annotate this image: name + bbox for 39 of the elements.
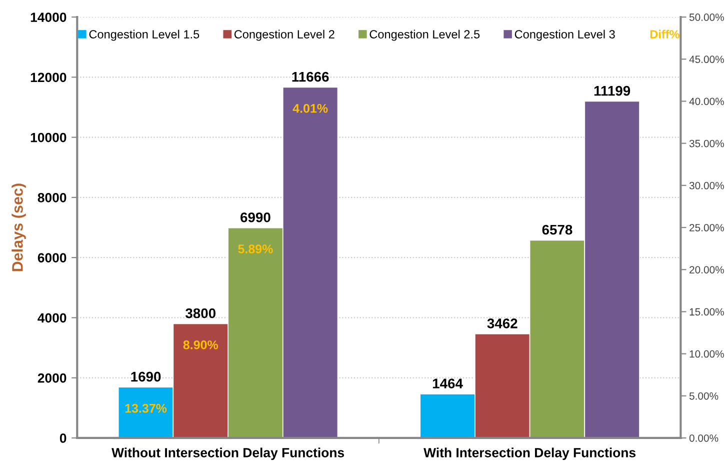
- legend-label: Congestion Level 2: [234, 30, 334, 41]
- annotation: 8.90%: [183, 340, 218, 350]
- data-label: 6990: [240, 212, 270, 222]
- data-label: 3800: [185, 308, 216, 318]
- y2-tick-label: 15.00%: [690, 308, 724, 316]
- legend-label: Congestion Level 1.5: [89, 30, 200, 41]
- y-tick-label: 4000: [38, 313, 66, 323]
- annotation: 4.01%: [292, 104, 328, 113]
- x-tick-label: Without Intersection Delay Functions: [112, 448, 344, 460]
- y2-tick-label: 5.00%: [689, 392, 718, 400]
- y2-tick-label: 25.00%: [690, 224, 724, 232]
- y2-tick-label: 30.00%: [689, 182, 724, 190]
- data-label: 11666: [292, 72, 329, 82]
- y2-tick-label: 50.00%: [689, 14, 724, 21]
- y-tick-label: 12000: [30, 72, 66, 82]
- y2-tick-label: 45.00%: [689, 56, 724, 64]
- legend-label: Diff%: [650, 30, 680, 38]
- legend-label: Congestion Level 3: [514, 30, 615, 41]
- y-tick-label: 6000: [38, 253, 66, 262]
- data-label: 1464: [432, 378, 463, 388]
- data-label: 6578: [542, 224, 572, 235]
- annotation: 5.89%: [238, 244, 273, 254]
- y2-tick-label: 40.00%: [689, 98, 724, 106]
- y2-tick-label: 20.00%: [690, 266, 724, 274]
- data-label: 11199: [594, 86, 630, 96]
- y2-tick-label: 35.00%: [689, 140, 724, 148]
- y2-tick-label: 0.00%: [689, 434, 718, 442]
- y-tick-label: 10000: [30, 132, 66, 142]
- data-label: 1690: [131, 372, 161, 382]
- y-tick-label: 8000: [38, 193, 66, 202]
- y-axis-title: Delays (sec): [12, 184, 26, 272]
- data-label: 3462: [487, 318, 518, 328]
- y-tick-label: 14000: [30, 12, 66, 22]
- annotation: 13.37%: [125, 404, 167, 413]
- y2-tick-label: 10.00%: [690, 350, 724, 358]
- y-tick-label: 2000: [38, 373, 66, 383]
- x-tick-label: With Intersection Delay Functions: [424, 448, 636, 460]
- legend-label: Congestion Level 2.5: [370, 30, 480, 41]
- y-tick-label: 0: [60, 434, 66, 443]
